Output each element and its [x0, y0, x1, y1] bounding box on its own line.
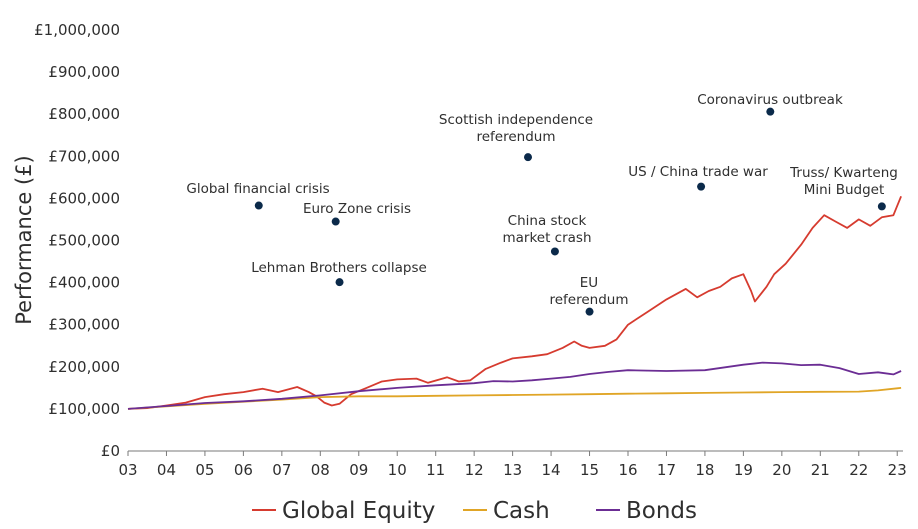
series-layer	[127, 195, 902, 410]
annotation-marker	[254, 201, 263, 210]
x-tick-label: 20	[772, 461, 791, 479]
y-axis-label: Performance (£)	[12, 155, 36, 325]
annotation-marker	[877, 202, 886, 211]
x-tick-label: 03	[118, 461, 137, 479]
x-tick-label: 22	[849, 461, 868, 479]
annotation-marker	[331, 217, 340, 226]
x-tick-label: 15	[580, 461, 599, 479]
y-tick-label: £800,000	[48, 105, 120, 123]
annotation-marker	[335, 278, 344, 287]
x-tick-label: 12	[465, 461, 484, 479]
x-tick-label: 21	[811, 461, 830, 479]
x-tick-label: 16	[618, 461, 637, 479]
axes-layer: £0 £100,000 £200,000 £300,000 £400,000 £500,0…	[34, 21, 907, 479]
annotation-label: referendum	[476, 129, 555, 145]
x-tick-label: 18	[695, 461, 714, 479]
legend-label: Cash	[493, 498, 550, 524]
annotation-markers	[254, 107, 886, 316]
annotation-label: Scottish independence	[439, 112, 593, 128]
series-line-global-equity	[127, 195, 902, 410]
annotation-label: US / China trade war	[628, 164, 768, 180]
annotation-marker	[766, 107, 775, 116]
annotation-label: Coronavirus outbreak	[697, 92, 843, 108]
x-tick-label: 08	[311, 461, 330, 479]
series-line-bonds	[127, 361, 902, 410]
annotation-marker	[585, 307, 594, 316]
x-tick-label: 05	[195, 461, 214, 479]
annotation-marker	[697, 182, 706, 191]
annotation-label: referendum	[549, 292, 628, 308]
annotation-labels: Global financial crisis Lehman Brothers c…	[186, 92, 898, 308]
annotation-label: Truss/ Kwarteng	[789, 165, 898, 181]
annotation-label: Global financial crisis	[186, 181, 329, 197]
annotation-label: Euro Zone crisis	[303, 201, 411, 217]
x-tick-label: 07	[272, 461, 291, 479]
x-tick-label: 14	[542, 461, 561, 479]
y-tick-label: £1,000,000	[34, 21, 120, 39]
annotation-label: Lehman Brothers collapse	[251, 260, 427, 276]
annotation-label: market crash	[502, 230, 591, 246]
y-tick-label: £0	[101, 442, 120, 460]
annotation-label: China stock	[508, 213, 587, 229]
y-tick-label: £900,000	[48, 63, 120, 81]
y-tick-label: £700,000	[48, 147, 120, 165]
y-tick-label: £400,000	[48, 274, 120, 292]
x-tick-label: 17	[657, 461, 676, 479]
annotation-label: EU	[580, 275, 598, 291]
x-tick-label: 10	[388, 461, 407, 479]
annotation-marker	[550, 247, 559, 256]
x-tick-label: 19	[734, 461, 753, 479]
legend: Global Equity Cash Bonds	[252, 498, 697, 524]
y-tick-label: £200,000	[48, 358, 120, 376]
x-tick-label: 11	[426, 461, 445, 479]
y-tick-label: £500,000	[48, 232, 120, 250]
x-tick-label: 23	[888, 461, 907, 479]
legend-label: Bonds	[626, 498, 697, 524]
x-tick-label: 13	[503, 461, 522, 479]
y-tick-label: £300,000	[48, 316, 120, 334]
annotation-marker	[524, 153, 532, 162]
x-tick-label: 04	[157, 461, 176, 479]
y-tick-label: £100,000	[48, 400, 120, 418]
legend-label: Global Equity	[282, 498, 435, 524]
x-tick-label: 06	[234, 461, 253, 479]
annotation-label: Mini Budget	[804, 182, 885, 198]
x-tick-label: 09	[349, 461, 368, 479]
series-line-cash	[127, 387, 902, 410]
y-tick-label: £600,000	[48, 189, 120, 207]
